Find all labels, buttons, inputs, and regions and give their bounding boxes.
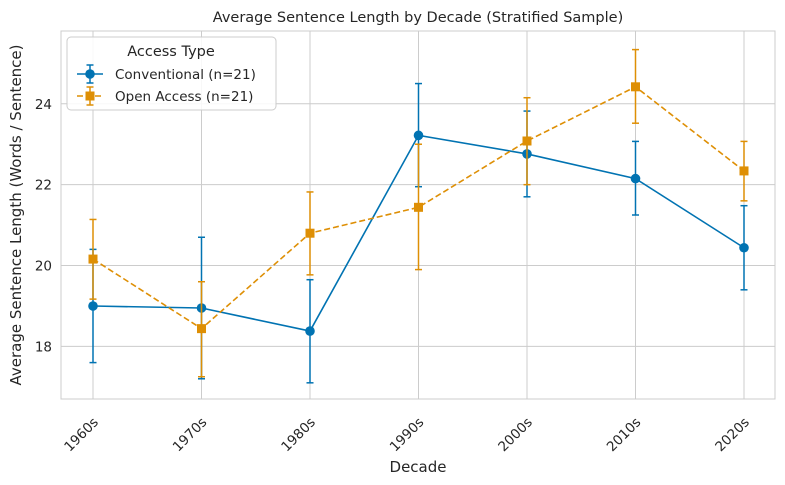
legend-box: [66, 36, 277, 111]
data-point: [197, 324, 206, 334]
data-point: [413, 130, 424, 141]
data-point: [631, 82, 640, 92]
legend-swatch-marker: [85, 91, 95, 101]
legend: Access Type Conventional (n=21) Open Acce…: [66, 36, 277, 111]
legend-item: Conventional (n=21): [77, 64, 256, 84]
data-point: [88, 301, 98, 311]
series-open-access: [88, 48, 749, 378]
data-point: [739, 166, 749, 176]
data-point: [305, 228, 315, 238]
series-layer: [88, 48, 749, 384]
legend-items: Conventional (n=21) Open Access (n=21): [77, 64, 256, 106]
plot-frame: [60, 30, 776, 400]
legend-label: Open Access (n=21): [115, 89, 253, 105]
legend-item: Open Access (n=21): [77, 86, 253, 106]
y-axis-ticks: 18 20 22 24: [35, 97, 52, 356]
data-point: [739, 242, 749, 253]
legend-swatch-marker: [85, 69, 95, 79]
chart-title: Average Sentence Length by Decade (Strat…: [213, 10, 623, 26]
data-point: [305, 326, 315, 336]
y-axis-title: Average Sentence Length (Words / Sentenc…: [7, 44, 25, 385]
legend-label: Conventional (n=21): [115, 67, 256, 83]
data-point: [414, 202, 423, 212]
y-tick-label: 20: [35, 259, 52, 275]
y-tick-label: 22: [35, 178, 52, 194]
data-point: [630, 173, 641, 184]
y-tick-label: 18: [35, 339, 52, 355]
y-tick-label: 24: [35, 97, 52, 113]
data-point: [88, 254, 98, 264]
x-axis-title: Decade: [390, 458, 447, 476]
legend-title: Access Type: [127, 44, 215, 60]
data-point: [522, 136, 532, 146]
